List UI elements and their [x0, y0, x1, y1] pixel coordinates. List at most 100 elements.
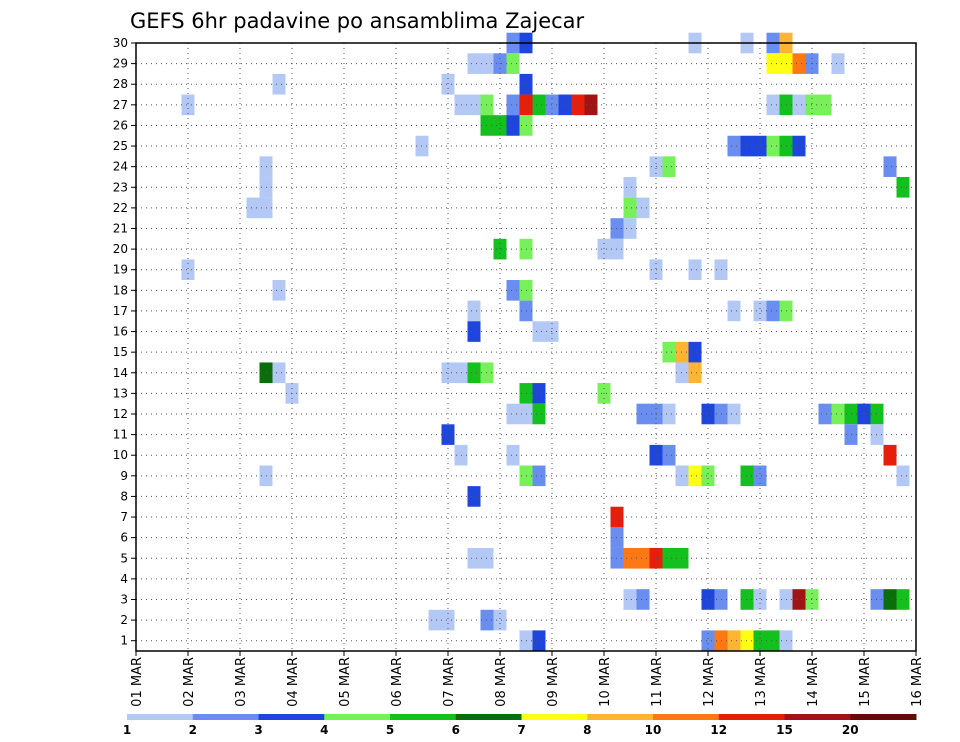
precip-cell: [896, 589, 910, 610]
legend-swatch: [390, 714, 457, 720]
precip-cell: [467, 300, 481, 322]
x-tick-label: 04 MAR: [286, 657, 301, 707]
precip-cell: [636, 403, 650, 425]
legend-swatch: [850, 714, 917, 720]
y-tick-label: 22: [113, 201, 128, 215]
y-tick-label: 30: [113, 36, 128, 50]
legend-swatch: [521, 714, 588, 720]
y-axis-ticks: 1234567891011121314151617181920212223242…: [113, 36, 136, 648]
precip-cell: [753, 589, 767, 610]
precip-cell: [532, 383, 546, 404]
precip-cell: [753, 135, 767, 157]
precip-cell: [792, 94, 806, 116]
precip-cell: [272, 73, 286, 95]
legend-swatch: [192, 714, 259, 720]
legend-swatch: [127, 714, 194, 720]
precip-cell: [636, 547, 650, 569]
precip-cell: [246, 197, 260, 219]
precip-cell: [558, 94, 572, 116]
precip-cell: [818, 94, 832, 116]
color-legend: 1 2 3 4 5 6 7 8 10 12 15 20: [123, 714, 917, 737]
precip-cell: [506, 115, 520, 136]
precip-cell: [662, 341, 676, 363]
precip-cell: [662, 444, 676, 466]
precip-cell: [571, 94, 585, 116]
legend-label: 4: [320, 723, 328, 737]
y-tick-label: 15: [113, 345, 128, 359]
precip-cell: [532, 465, 546, 487]
precip-cell: [623, 547, 637, 569]
legend-swatch: [324, 714, 391, 720]
precip-cell: [467, 486, 481, 507]
y-tick-label: 27: [113, 98, 128, 112]
precip-cell: [792, 53, 806, 74]
legend-swatch: [653, 714, 720, 720]
y-tick-label: 10: [113, 448, 128, 462]
legend-label: 8: [583, 723, 591, 737]
y-tick-label: 12: [113, 407, 128, 421]
precip-cell: [441, 362, 455, 384]
x-tick-label: 03 MAR: [234, 657, 249, 707]
precip-cell: [662, 547, 676, 569]
legend-label: 7: [517, 723, 525, 737]
y-tick-label: 17: [113, 304, 128, 318]
legend-swatch: [258, 714, 325, 720]
precip-cell: [883, 444, 897, 466]
grid-lines: [136, 42, 916, 651]
y-tick-label: 11: [113, 428, 128, 442]
precip-cell: [753, 630, 767, 651]
precip-cell: [532, 403, 546, 425]
y-tick-label: 13: [113, 386, 128, 400]
precip-cell: [506, 403, 520, 425]
precip-cell: [896, 176, 910, 198]
precip-cell: [766, 94, 780, 116]
precip-cell: [467, 94, 481, 116]
precip-cell: [272, 280, 286, 301]
y-tick-label: 14: [113, 366, 128, 380]
plot-frame: [135, 42, 917, 652]
precip-cell: [792, 135, 806, 157]
precip-cell: [441, 73, 455, 95]
y-tick-label: 8: [120, 489, 128, 503]
precip-cell: [701, 589, 715, 610]
x-tick-label: 14 MAR: [806, 657, 821, 707]
legend-swatch: [455, 714, 522, 720]
precip-cell: [727, 300, 741, 322]
legend-label: 20: [842, 723, 859, 737]
x-tick-label: 02 MAR: [182, 657, 197, 707]
precip-cell: [636, 197, 650, 219]
legend-label: 10: [645, 723, 662, 737]
legend-swatch: [718, 714, 785, 720]
y-tick-label: 20: [113, 242, 128, 256]
precip-cell: [532, 94, 546, 116]
y-tick-label: 16: [113, 325, 128, 339]
precip-cell: [753, 300, 767, 322]
precip-cell: [896, 465, 910, 487]
precip-cell: [506, 444, 520, 466]
x-tick-label: 09 MAR: [546, 657, 561, 707]
x-tick-label: 10 MAR: [598, 657, 613, 707]
precip-cell: [727, 403, 741, 425]
y-tick-label: 9: [120, 469, 128, 483]
precip-cell: [506, 94, 520, 116]
precip-cell: [623, 218, 637, 239]
y-tick-label: 4: [120, 572, 128, 586]
legend-swatch: [784, 714, 851, 720]
x-tick-label: 13 MAR: [754, 657, 769, 707]
y-tick-label: 5: [120, 551, 128, 565]
precip-cell: [181, 259, 195, 281]
x-tick-label: 16 MAR: [910, 657, 925, 707]
legend-label: 12: [710, 723, 727, 737]
y-tick-label: 3: [120, 592, 128, 606]
precip-cell: [818, 403, 832, 425]
x-tick-label: 06 MAR: [390, 657, 405, 707]
y-tick-label: 2: [120, 613, 128, 627]
precip-cell: [181, 94, 195, 116]
y-tick-label: 1: [120, 634, 128, 648]
chart-title: GEFS 6hr padavine po ansamblima Zajecar: [130, 9, 585, 33]
legend-label: 2: [189, 723, 197, 737]
precip-cell: [623, 197, 637, 219]
x-axis-ticks: 01 MAR 02 MAR 03 MAR 04 MAR 05 MAR 06 MAR 07 M…: [130, 651, 925, 707]
precip-cell: [493, 609, 507, 631]
